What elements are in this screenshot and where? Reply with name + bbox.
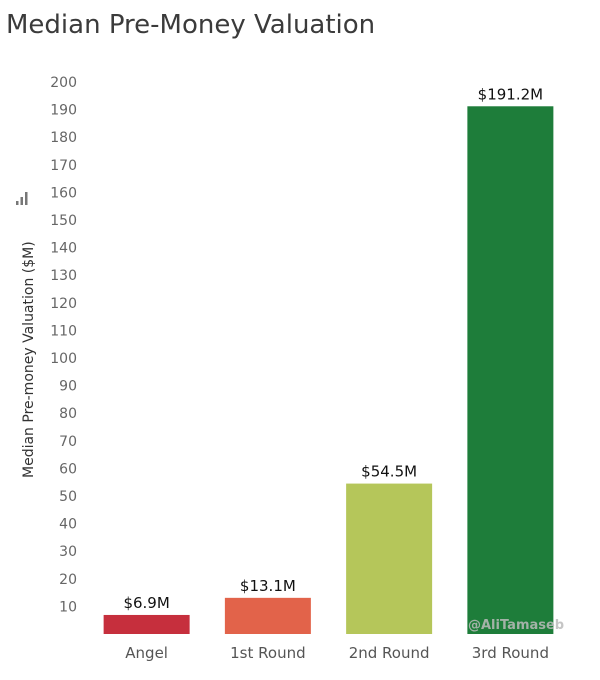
x-tick-label: 3rd Round bbox=[472, 644, 549, 662]
data-label: $191.2M bbox=[478, 85, 543, 103]
y-tick-label: 30 bbox=[59, 544, 77, 560]
watermark: @AliTamaseb bbox=[468, 618, 564, 633]
y-tick-label: 60 bbox=[59, 461, 77, 477]
y-axis-ticks: 10 20 30 40 50 60 70 80 90 100 110 120 130 140 150 160 1… bbox=[50, 75, 77, 615]
y-axis-title-group: Median Pre-money Valuation ($M) bbox=[21, 241, 37, 478]
y-tick-label: 70 bbox=[59, 434, 77, 450]
y-tick-label: 180 bbox=[50, 130, 77, 146]
data-label: $13.1M bbox=[240, 577, 296, 595]
y-tick-label: 10 bbox=[59, 599, 77, 615]
y-axis-title: Median Pre-money Valuation ($M) bbox=[21, 241, 37, 478]
bar-2nd-round[interactable] bbox=[346, 483, 433, 634]
y-tick-label: 100 bbox=[50, 351, 77, 367]
bar-1st-round[interactable] bbox=[224, 597, 311, 634]
y-tick-label: 110 bbox=[50, 323, 77, 339]
y-tick-label: 130 bbox=[50, 268, 77, 284]
y-tick-label: 140 bbox=[50, 241, 77, 257]
x-tick-label: 1st Round bbox=[230, 644, 305, 662]
chart-title: Median Pre-Money Valuation bbox=[6, 10, 376, 40]
x-axis-labels: Angel 1st Round 2nd Round 3rd Round bbox=[125, 644, 549, 662]
y-tick-label: 150 bbox=[50, 213, 77, 229]
y-tick-label: 90 bbox=[59, 379, 77, 395]
x-tick-label: Angel bbox=[125, 644, 168, 662]
y-tick-label: 20 bbox=[59, 572, 77, 588]
y-tick-label: 160 bbox=[50, 185, 77, 201]
bar-angel[interactable] bbox=[103, 614, 190, 634]
bars bbox=[103, 106, 554, 634]
y-tick-label: 170 bbox=[50, 158, 77, 174]
data-label: $54.5M bbox=[361, 463, 417, 481]
x-tick-label: 2nd Round bbox=[349, 644, 430, 662]
y-tick-label: 50 bbox=[59, 489, 77, 505]
data-labels: $6.9M $13.1M $54.5M $191.2M bbox=[123, 85, 543, 612]
y-tick-label: 200 bbox=[50, 75, 77, 91]
bar-3rd-round[interactable] bbox=[467, 106, 554, 634]
y-tick-label: 120 bbox=[50, 296, 77, 312]
y-tick-label: 80 bbox=[59, 406, 77, 422]
bar-chart-icon[interactable] bbox=[16, 192, 28, 205]
y-tick-label: 190 bbox=[50, 103, 77, 119]
data-label: $6.9M bbox=[123, 594, 169, 612]
y-tick-label: 40 bbox=[59, 517, 77, 533]
